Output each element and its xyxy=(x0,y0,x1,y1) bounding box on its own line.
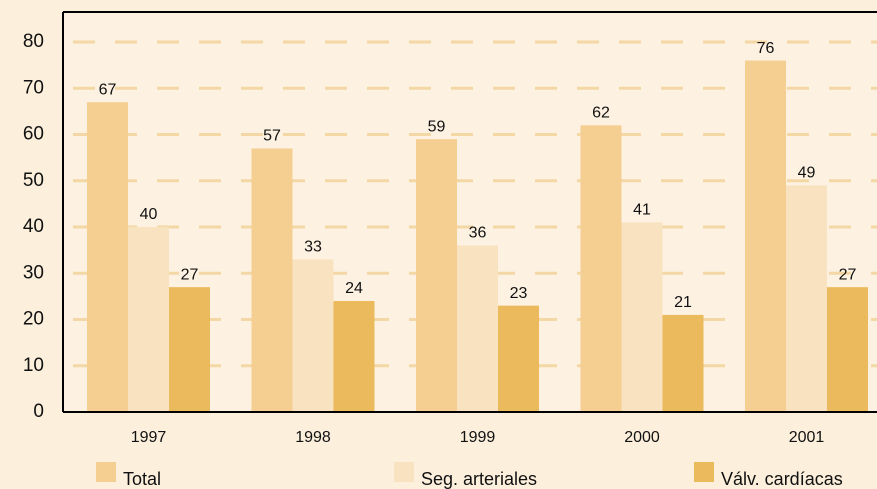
data-label: 41 xyxy=(633,202,651,219)
legend-label: Válv. cardíacas xyxy=(721,469,843,489)
y-tick-label: 20 xyxy=(23,309,44,330)
data-label: 33 xyxy=(304,239,322,256)
y-tick-label: 60 xyxy=(23,124,44,145)
data-label: 21 xyxy=(674,294,692,311)
bar xyxy=(87,102,128,413)
x-tick-label: 2000 xyxy=(624,429,660,446)
bar xyxy=(498,305,539,412)
y-tick-label: 50 xyxy=(23,170,44,191)
legend-swatch xyxy=(96,462,116,482)
data-label: 36 xyxy=(469,225,487,242)
x-tick-label: 1999 xyxy=(460,429,496,446)
bar xyxy=(292,259,334,412)
data-label: 59 xyxy=(428,118,446,135)
data-label: 49 xyxy=(798,165,816,182)
data-label: 40 xyxy=(140,206,158,223)
y-tick-label: 40 xyxy=(23,216,44,237)
bar xyxy=(745,60,786,413)
data-label: 23 xyxy=(510,285,528,302)
legend-label: Total xyxy=(123,469,161,489)
legend-swatch xyxy=(694,462,714,482)
data-label: 76 xyxy=(757,40,775,57)
bar xyxy=(169,287,210,412)
bar xyxy=(580,125,622,412)
data-label: 27 xyxy=(181,266,199,283)
bar xyxy=(621,222,663,412)
y-tick-label: 70 xyxy=(23,77,44,98)
data-label: 57 xyxy=(263,128,281,145)
x-tick-label: 2001 xyxy=(789,429,825,446)
data-label: 27 xyxy=(839,266,857,283)
data-label: 62 xyxy=(592,105,610,122)
bar xyxy=(333,301,375,412)
bar xyxy=(416,139,457,412)
x-tick-label: 1998 xyxy=(295,429,331,446)
bar xyxy=(827,287,868,412)
legend-label: Seg. arteriales xyxy=(421,469,537,489)
bar xyxy=(251,148,293,412)
y-tick-label: 80 xyxy=(23,31,44,52)
y-tick-label: 10 xyxy=(23,355,44,376)
bar xyxy=(457,245,498,412)
y-tick-label: 0 xyxy=(33,401,44,422)
data-label: 24 xyxy=(345,280,363,297)
bar xyxy=(662,314,704,412)
legend-swatch xyxy=(394,462,414,482)
bar xyxy=(128,227,169,412)
y-tick-label: 30 xyxy=(23,262,44,283)
bar xyxy=(786,185,827,412)
data-label: 67 xyxy=(99,81,117,98)
x-tick-label: 1997 xyxy=(131,429,167,446)
